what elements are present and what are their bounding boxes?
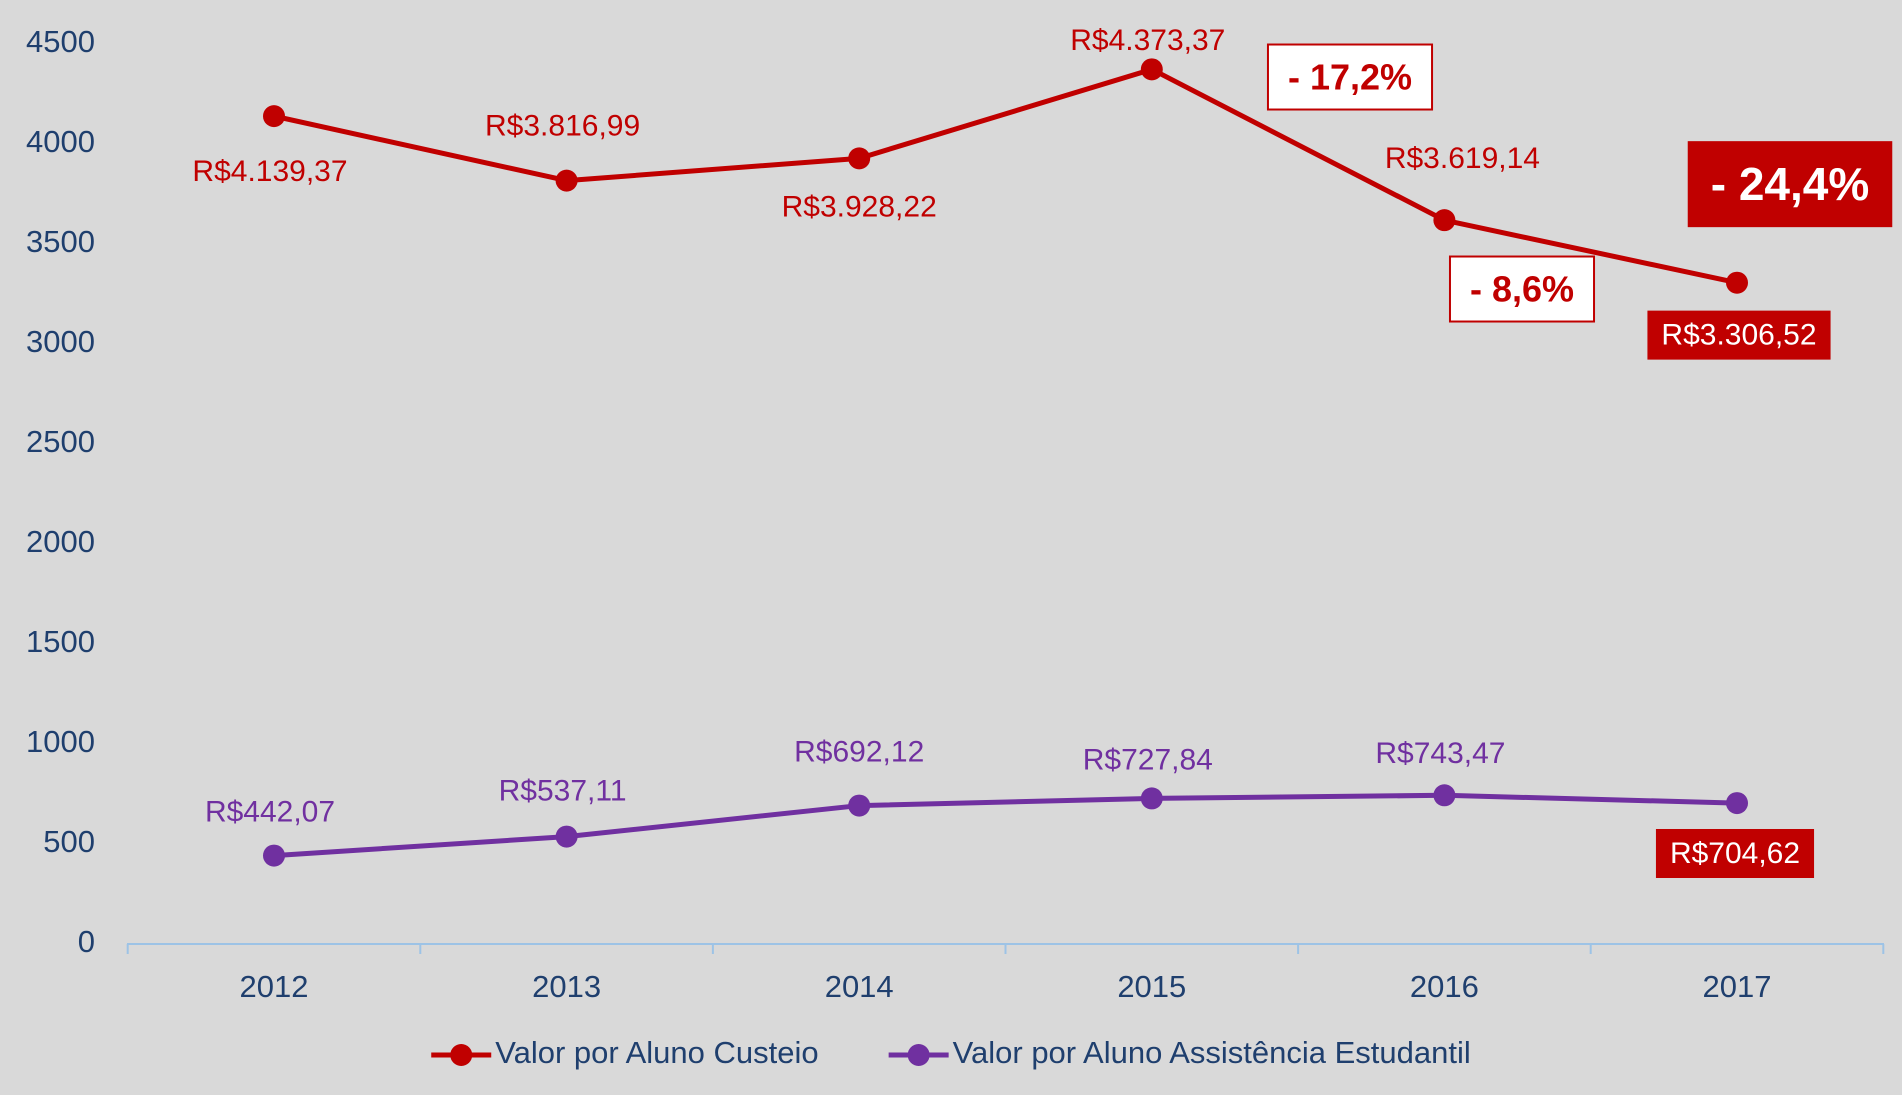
data-label: R$537,11 — [499, 774, 627, 807]
x-tick-label: 2015 — [1117, 969, 1186, 1004]
y-tick-label: 4500 — [26, 24, 95, 59]
annotation-box — [1266, 43, 1434, 111]
data-label: R$3.306,52 — [1661, 319, 1816, 352]
data-label: R$727,84 — [1083, 743, 1213, 776]
y-tick-label: 1500 — [26, 624, 95, 659]
data-label: R$743,47 — [1375, 737, 1505, 770]
data-point — [1140, 58, 1163, 81]
legend-marker — [907, 1044, 930, 1066]
data-point — [1726, 792, 1748, 815]
data-label-box — [1655, 828, 1815, 878]
data-point — [1433, 209, 1456, 232]
x-tick-label: 2014 — [825, 969, 894, 1004]
annotation-box — [1687, 141, 1893, 228]
x-tick-label: 2016 — [1410, 969, 1479, 1004]
data-label-group: R$4.373,37 — [1070, 24, 1225, 57]
data-point — [263, 844, 285, 867]
data-label: R$442,07 — [205, 796, 335, 829]
y-tick-label: 0 — [78, 924, 95, 959]
data-point — [555, 825, 578, 848]
data-point — [848, 794, 871, 817]
data-line — [273, 792, 1738, 859]
y-tick-label: 3000 — [26, 324, 95, 359]
data-label: R$4.373,37 — [1070, 24, 1225, 57]
data-label-box — [1647, 310, 1831, 360]
data-point — [555, 169, 578, 192]
data-label: R$3.816,99 — [485, 110, 640, 143]
data-label: R$3.619,14 — [1385, 142, 1540, 175]
y-tick-label: 3500 — [26, 224, 95, 259]
legend-item: Valor por Aluno Assistência Estudantil — [888, 1035, 1471, 1070]
legend-label: Valor por Aluno Assistência Estudantil — [953, 1035, 1471, 1070]
data-label: R$692,12 — [794, 735, 924, 768]
data-point — [1433, 784, 1456, 807]
data-label-group: R$3.306,52 — [1647, 310, 1831, 360]
y-tick-label: 2500 — [26, 424, 95, 459]
x-tick-label: 2013 — [532, 969, 601, 1004]
data-label-group: R$743,47 — [1375, 737, 1505, 770]
data-label-group: R$704,62 — [1655, 828, 1815, 878]
data-label-group: R$3.816,99 — [485, 110, 640, 143]
legend-marker — [450, 1044, 473, 1066]
data-label-group: R$442,07 — [205, 796, 335, 829]
data-line — [273, 66, 1738, 286]
annotation-box — [1448, 255, 1596, 323]
data-label: R$3.928,22 — [782, 190, 937, 223]
data-point — [1140, 787, 1163, 810]
data-label-group: R$4.139,37 — [192, 155, 347, 188]
data-label-group: R$3.619,14 — [1385, 142, 1540, 175]
data-label: R$704,62 — [1670, 837, 1800, 870]
data-label-group: R$727,84 — [1083, 743, 1213, 776]
annotation-text: - 24,4% — [1711, 158, 1870, 210]
data-point — [848, 147, 871, 170]
data-label: R$4.139,37 — [192, 155, 347, 188]
y-tick-label: 2000 — [26, 524, 95, 559]
legend-item: Valor por Aluno Custeio — [431, 1035, 819, 1070]
x-tick-label: 2017 — [1703, 969, 1772, 1004]
annotation: - 24,4% — [1687, 141, 1893, 228]
annotation-text: - 8,6% — [1470, 269, 1574, 310]
annotation: - 17,2% — [1266, 43, 1434, 111]
legend-label: Valor por Aluno Custeio — [495, 1035, 818, 1070]
data-label-group: R$537,11 — [499, 774, 627, 807]
y-tick-label: 500 — [43, 824, 95, 859]
x-tick-label: 2012 — [240, 969, 309, 1004]
annotation-text: - 17,2% — [1288, 57, 1412, 98]
annotation: - 8,6% — [1448, 255, 1596, 323]
data-point — [1726, 271, 1748, 294]
data-label-group: R$3.928,22 — [782, 190, 937, 223]
y-tick-label: 4000 — [26, 124, 95, 159]
data-point — [263, 105, 285, 128]
data-label-group: R$692,12 — [794, 735, 924, 768]
y-tick-label: 1000 — [26, 724, 95, 759]
